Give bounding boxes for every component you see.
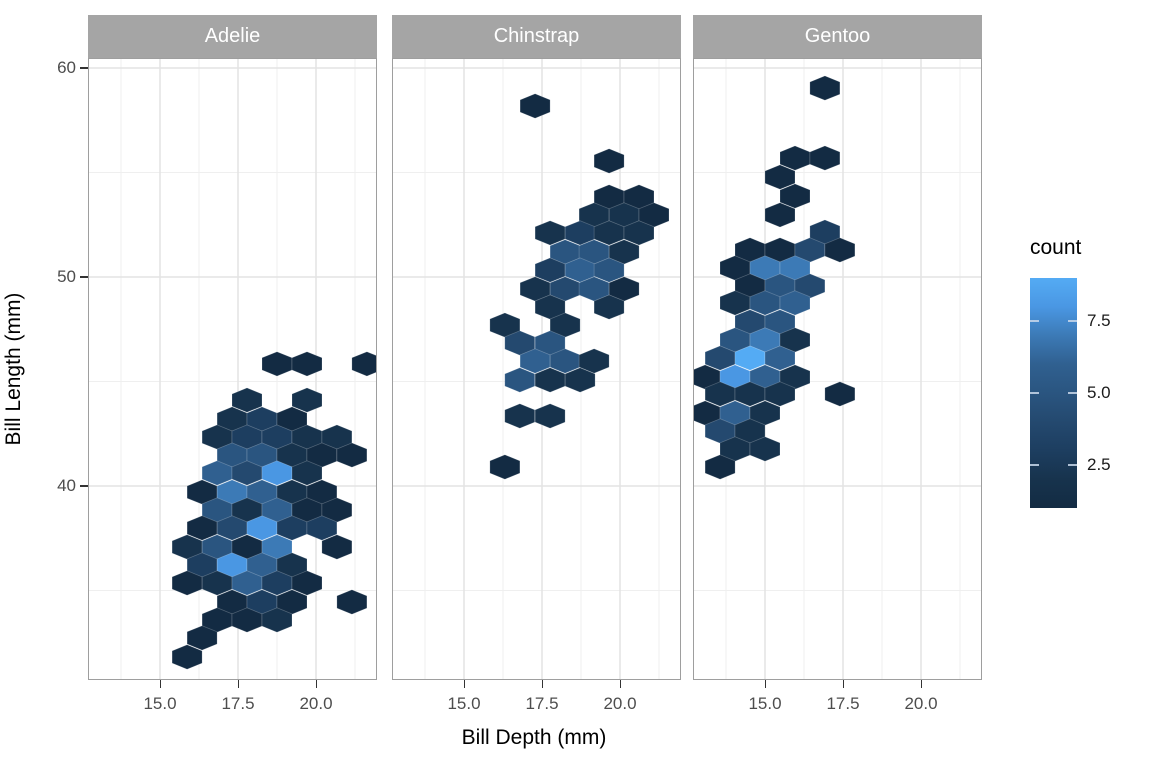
legend-tick-mark [1030, 392, 1039, 394]
x-tick-mark [619, 680, 621, 688]
x-tick-mark [315, 680, 317, 688]
facet-panel-chinstrap [392, 58, 681, 680]
hex-cell [171, 644, 203, 670]
hex-cell [779, 183, 811, 209]
y-tick-mark [80, 276, 88, 278]
hex-cell [519, 93, 551, 119]
legend: count 7.5 5.0 2.5 [1028, 236, 1148, 526]
hex-cell [824, 237, 856, 263]
hex-cell [564, 367, 596, 393]
hex-cell [291, 570, 323, 596]
legend-tick-mark [1068, 392, 1077, 394]
x-tick-label: 20.0 [904, 694, 938, 713]
hex-cell [504, 330, 536, 356]
hex-cell [351, 351, 376, 377]
y-tick-label: 60 [57, 58, 76, 77]
hex-cell [504, 403, 536, 429]
hex-cell [593, 257, 625, 283]
hex-cell [824, 381, 856, 407]
hex-cell [704, 454, 736, 480]
hex-cell [578, 348, 610, 374]
x-tick-mark [842, 680, 844, 688]
hex-cell [593, 294, 625, 320]
x-tick-label: 20.0 [603, 694, 637, 713]
hex-cell [291, 387, 323, 413]
hex-cell [291, 460, 323, 486]
x-tick-label: 20.0 [299, 694, 333, 713]
facet-panel-adelie [88, 58, 377, 680]
hex-cell [504, 367, 536, 393]
hex-cell [291, 351, 323, 377]
strip-label: Gentoo [804, 25, 871, 47]
x-tick-label: 17.5 [525, 694, 559, 713]
hex-cell [779, 290, 811, 316]
x-tick-label: 17.5 [221, 694, 255, 713]
hex-cell [809, 75, 841, 101]
y-tick-label: 40 [57, 476, 76, 495]
x-tick-mark [463, 680, 465, 688]
hex-cell [336, 442, 368, 468]
x-tick-label: 15.0 [447, 694, 481, 713]
hex-cell [186, 625, 218, 651]
hex-cell [764, 345, 796, 371]
hex-cell [764, 381, 796, 407]
legend-tick-label: 5.0 [1087, 383, 1111, 402]
hex-cell [321, 534, 353, 560]
legend-title: count [1030, 236, 1082, 259]
panel-canvas [393, 59, 680, 679]
x-tick-mark [920, 680, 922, 688]
x-tick-label: 17.5 [826, 694, 860, 713]
x-tick-label: 15.0 [143, 694, 177, 713]
facet-strip-adelie: Adelie [88, 15, 377, 58]
hex-cell [809, 145, 841, 171]
facet-panel-gentoo [693, 58, 982, 680]
hex-cell [593, 148, 625, 174]
legend-tick-label: 7.5 [1087, 311, 1111, 331]
legend-tick-mark [1030, 320, 1039, 323]
x-tick-mark [541, 680, 543, 688]
hex-cell [261, 351, 293, 377]
hex-cell [749, 436, 781, 462]
legend-tick-label: 2.5 [1087, 454, 1111, 474]
x-tick-mark [764, 680, 766, 688]
facet-strip-gentoo: Gentoo [693, 15, 982, 58]
panel-canvas [89, 59, 376, 679]
x-axis-title: Bill Depth (mm) [461, 726, 607, 749]
legend-tick-mark [1068, 463, 1077, 466]
strip-label: Adelie [204, 25, 261, 47]
hex-cell [534, 403, 566, 429]
hex-cell [623, 220, 655, 246]
strip-label: Chinstrap [493, 25, 580, 47]
hex-cell [764, 164, 796, 190]
hex-cell [261, 607, 293, 633]
y-tick-mark [80, 485, 88, 487]
hex-cell [231, 387, 263, 413]
legend-tick-mark [1068, 320, 1077, 323]
hex-cell [306, 515, 338, 541]
hex-cell [336, 589, 368, 615]
facet-strip-chinstrap: Chinstrap [392, 15, 681, 58]
hex-cell [764, 202, 796, 228]
x-tick-mark [159, 680, 161, 688]
hex-cell [489, 454, 521, 480]
y-axis-title: Bill Length (mm) [2, 292, 25, 446]
x-tick-mark [237, 680, 239, 688]
x-tick-label: 15.0 [748, 694, 782, 713]
y-tick-label: 50 [57, 267, 76, 286]
y-tick-mark [80, 67, 88, 69]
panel-canvas [694, 59, 981, 679]
legend-tick-mark [1030, 463, 1039, 466]
